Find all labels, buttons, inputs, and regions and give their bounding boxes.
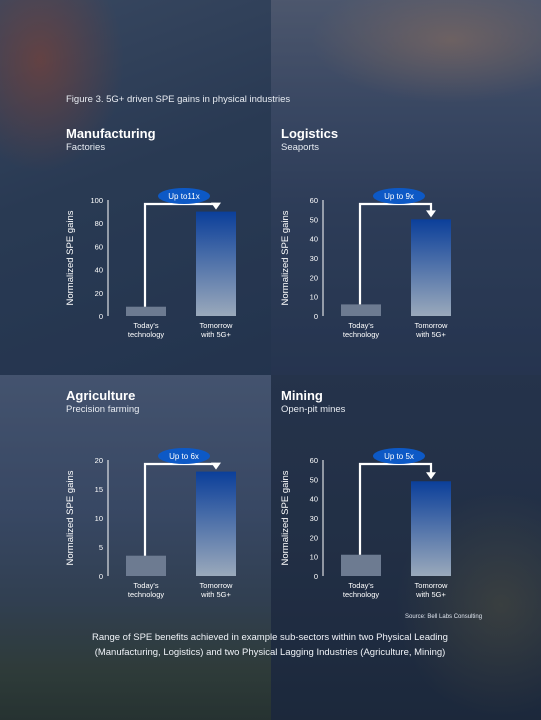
chart-agriculture: Normalized SPE gains 0 5 10 15 20 Today'stechn… (65, 448, 236, 599)
y-tick-label: 30 (310, 514, 318, 523)
x-tick-label: technology (343, 590, 380, 599)
y-axis-label: Normalized SPE gains (280, 470, 291, 565)
panel-subtitle-manufacturing: Factories (66, 142, 106, 153)
x-tick-label: Tomorrow (200, 321, 234, 330)
bar-tomorrow (411, 219, 451, 316)
panel-title-logistics: Logistics (281, 126, 339, 141)
chart-mining: Normalized SPE gains 0 10 20 30 40 50 60 Today's… (280, 448, 451, 599)
y-tick-label: 0 (314, 312, 318, 321)
chart-manufacturing: Normalized SPE gains 0 20 40 60 80 100 Today'st… (65, 188, 236, 339)
x-tick-label: with 5G+ (415, 330, 446, 339)
y-tick-label: 80 (95, 219, 103, 228)
gain-badge-label: Up to 5x (384, 452, 414, 461)
y-tick-label: 20 (310, 273, 318, 282)
gain-badge-label: Up to 6x (169, 452, 199, 461)
bar-tomorrow (196, 211, 236, 316)
y-tick-label: 10 (310, 553, 318, 562)
figure-title: Figure 3. 5G+ driven SPE gains in physic… (66, 94, 291, 105)
y-axis-label: Normalized SPE gains (280, 210, 291, 305)
y-tick-label: 20 (95, 289, 103, 298)
x-tick-label: Today's (133, 581, 158, 590)
source-note: Source: Bell Labs Consulting (405, 614, 483, 620)
y-tick-label: 30 (310, 254, 318, 263)
panel-title-agriculture: Agriculture (66, 388, 136, 403)
y-tick-label: 100 (90, 196, 103, 205)
x-tick-label: Tomorrow (200, 581, 234, 590)
bar-tomorrow (196, 471, 236, 576)
bar-today (126, 555, 166, 576)
bar-today (341, 554, 381, 576)
y-tick-label: 0 (99, 312, 103, 321)
y-tick-label: 50 (310, 475, 318, 484)
panel-subtitle-logistics: Seaports (281, 142, 320, 153)
x-tick-label: with 5G+ (415, 590, 446, 599)
y-tick-label: 0 (99, 572, 103, 581)
figure-caption: Range of SPE benefits achieved in exampl… (92, 632, 448, 658)
y-axis-label: Normalized SPE gains (65, 470, 76, 565)
gain-badge-label: Up to11x (168, 192, 199, 201)
panel-title-mining: Mining (281, 388, 323, 403)
seaport-cranes-photo (271, 0, 541, 375)
y-tick-label: 0 (314, 572, 318, 581)
gain-badge (373, 448, 425, 464)
gain-badge-label: Up to 9x (384, 192, 414, 201)
bracket-arrowhead (426, 210, 436, 218)
y-tick-label: 50 (310, 215, 318, 224)
y-tick-label: 10 (310, 293, 318, 302)
x-tick-label: with 5G+ (200, 590, 231, 599)
y-tick-label: 20 (95, 456, 103, 465)
bracket-arrowhead (426, 472, 436, 480)
y-tick-label: 5 (99, 543, 103, 552)
x-tick-label: Tomorrow (415, 321, 449, 330)
y-tick-label: 40 (310, 235, 318, 244)
y-tick-label: 20 (310, 533, 318, 542)
y-tick-label: 40 (310, 495, 318, 504)
bracket-arrowhead (211, 202, 221, 210)
y-tick-label: 60 (310, 456, 318, 465)
x-tick-label: technology (343, 330, 380, 339)
y-axis-label: Normalized SPE gains (65, 210, 76, 305)
chart-logistics: Normalized SPE gains 0 10 20 30 40 50 60 Today's… (280, 188, 451, 339)
panel-subtitle-agriculture: Precision farming (66, 404, 140, 415)
y-tick-label: 15 (95, 485, 103, 494)
x-tick-label: Today's (348, 321, 373, 330)
x-tick-label: Today's (348, 581, 373, 590)
bar-tomorrow (411, 481, 451, 576)
y-tick-label: 10 (95, 514, 103, 523)
panel-subtitle-mining: Open-pit mines (281, 404, 346, 415)
bracket-arrowhead (211, 462, 221, 470)
mining-truck-photo (271, 375, 541, 720)
gain-badge (373, 188, 425, 204)
gain-bracket (358, 462, 433, 555)
x-tick-label: with 5G+ (200, 330, 231, 339)
bar-today (341, 304, 381, 316)
y-tick-label: 60 (95, 242, 103, 251)
x-tick-label: technology (128, 330, 165, 339)
gain-bracket (358, 202, 433, 305)
panel-title-manufacturing: Manufacturing (66, 126, 156, 141)
x-tick-label: Today's (133, 321, 158, 330)
gain-badge (158, 188, 210, 204)
y-tick-label: 60 (310, 196, 318, 205)
x-tick-label: Tomorrow (415, 581, 449, 590)
bar-today (126, 306, 166, 316)
y-tick-label: 40 (95, 266, 103, 275)
gain-badge (158, 448, 210, 464)
x-tick-label: technology (128, 590, 165, 599)
